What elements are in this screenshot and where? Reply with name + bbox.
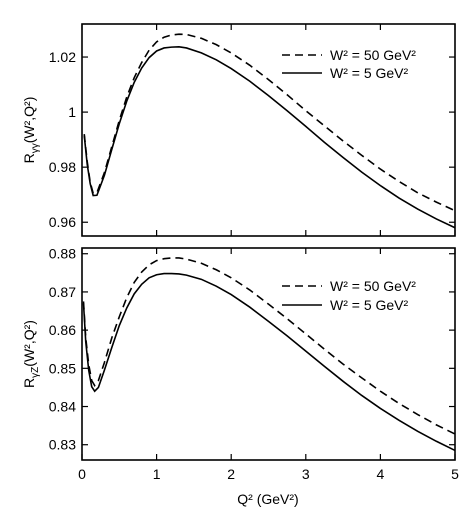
- top-y-tick-label: 0.96: [49, 214, 76, 230]
- bottom-x-ticks: 0 1 2 3 4 5: [78, 248, 459, 482]
- bottom-legend-label-dashed: W² = 50 GeV²: [330, 278, 416, 294]
- bottom-series-w2-5-line: [82, 272, 456, 452]
- bottom-y-tick-label: 0.85: [49, 360, 76, 376]
- top-y-tick-label: 0.98: [49, 159, 76, 175]
- top-x-ticks: [81, 24, 456, 236]
- bottom-y-tick-label: 0.88: [49, 246, 76, 262]
- bottom-plot-frame: [81, 247, 456, 461]
- bottom-y-tick-label: 0.84: [49, 399, 76, 415]
- top-legend-label-dashed: W² = 50 GeV²: [330, 47, 416, 63]
- top-y-ticks: 0.96 0.98 1 1.02: [49, 49, 455, 230]
- bottom-y-axis-title: RγZ(W²,Q²): [21, 320, 41, 388]
- bottom-curves: [82, 257, 456, 452]
- x-tick-label: 0: [78, 466, 86, 482]
- top-legend-label-solid: W² = 5 GeV²: [330, 65, 409, 81]
- x-tick-label: 1: [153, 466, 161, 482]
- x-tick-label: 2: [227, 466, 235, 482]
- bottom-legend-label-solid: W² = 5 GeV²: [330, 297, 409, 313]
- top-y-axis-title: Rγγ(W²,Q²): [21, 97, 41, 164]
- bottom-series-w2-50-line: [82, 257, 456, 435]
- top-chart-panel: 0.96 0.98 1 1.02 Rγγ(W²,Q²) W² = 50 GeV² W²…: [21, 23, 456, 237]
- bottom-y-ticks: 0.83 0.84 0.85 0.86 0.87 0.88: [49, 246, 455, 453]
- bottom-y-tick-label: 0.86: [49, 322, 76, 338]
- top-series-w2-5-line: [83, 46, 456, 229]
- x-axis-title: Q² (GeV²): [237, 491, 298, 507]
- bottom-y-tick-label: 0.83: [49, 437, 76, 453]
- x-tick-label: 5: [451, 466, 459, 482]
- top-curves: [83, 33, 456, 229]
- top-plot-frame: [81, 23, 456, 237]
- top-legend: W² = 50 GeV² W² = 5 GeV²: [282, 47, 416, 81]
- bottom-y-tick-label: 0.87: [49, 284, 76, 300]
- top-y-tick-label: 1: [68, 104, 76, 120]
- top-series-w2-50-line: [83, 33, 456, 212]
- x-tick-label: 3: [302, 466, 310, 482]
- top-y-tick-label: 1.02: [49, 49, 76, 65]
- bottom-legend: W² = 50 GeV² W² = 5 GeV²: [282, 278, 416, 313]
- x-tick-label: 4: [377, 466, 385, 482]
- bottom-chart-panel: 0.83 0.84 0.85 0.86 0.87 0.88 0 1 2 3 4 5 RγZ(W²,Q…: [21, 246, 459, 507]
